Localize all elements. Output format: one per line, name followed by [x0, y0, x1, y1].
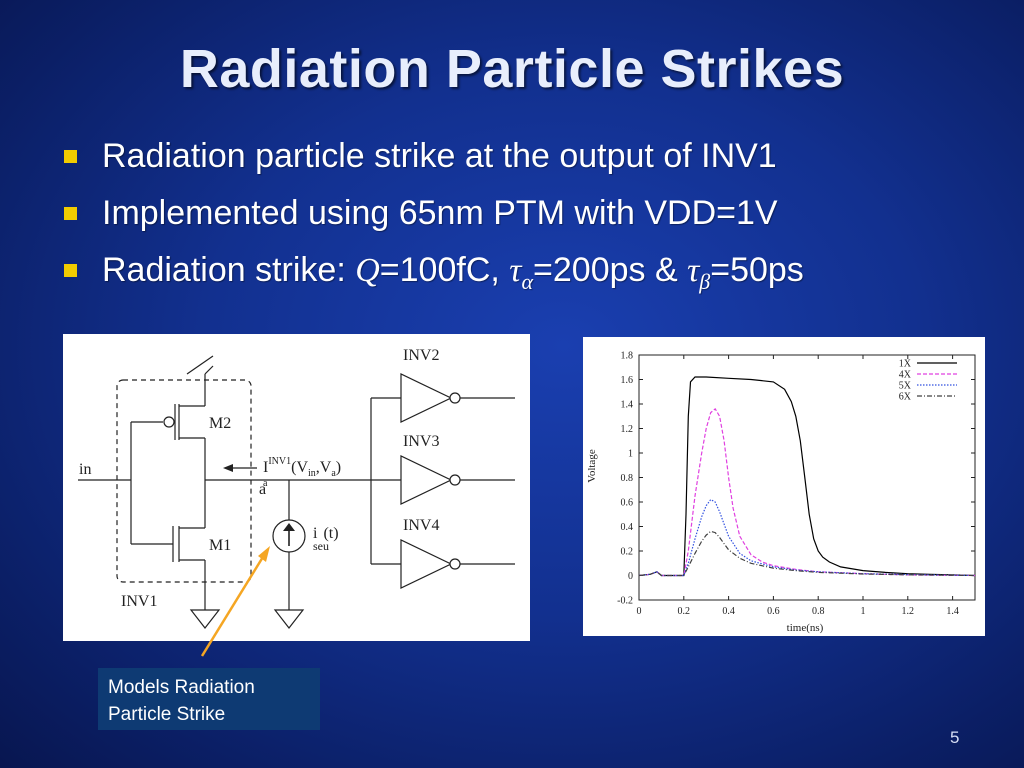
- bullet-square-icon: [64, 150, 77, 163]
- y-tick-label: -0.2: [617, 596, 633, 607]
- inv4-label: INV4: [403, 517, 439, 534]
- legend-label: 1X: [899, 359, 912, 370]
- tau-alpha-symbol: τ: [509, 252, 522, 289]
- in-label: in: [79, 461, 91, 478]
- slide-title: Radiation Particle Strikes: [179, 39, 845, 99]
- y-tick-label: 1.2: [621, 424, 634, 435]
- ground-icon: [189, 609, 221, 629]
- inverter-icon: [400, 373, 453, 423]
- x-tick-label: 0.8: [812, 606, 825, 617]
- bullet-text: Radiation strike:: [102, 251, 356, 289]
- bullet-text: Implemented using 65nm PTM with VDD=1V: [102, 194, 778, 232]
- x-tick-label: 0.4: [722, 606, 735, 617]
- tau-alpha-value: =200ps &: [533, 251, 688, 289]
- x-tick-label: 1: [861, 606, 866, 617]
- callout-line: Particle Strike: [108, 704, 226, 725]
- bullet-list: Radiation particle strike at the output …: [62, 134, 804, 305]
- current-arrow-icon: [223, 464, 233, 472]
- series-line-5X: [638, 498, 976, 577]
- y-tick-label: 0.8: [621, 473, 634, 484]
- tau-beta-value: =50ps: [710, 251, 804, 289]
- arrow-head-icon: [258, 546, 270, 562]
- ground-icon: [273, 609, 305, 629]
- y-tick-label: 0.4: [621, 522, 634, 533]
- y-tick-label: 0: [628, 571, 633, 582]
- bullet-text: Radiation particle strike at the output …: [102, 137, 777, 175]
- bullet-item: Implemented using 65nm PTM with VDD=1V: [62, 191, 804, 248]
- page-number: 5: [950, 728, 960, 747]
- callout-box: Models Radiation Particle Strike: [98, 668, 320, 730]
- charge-symbol: Q: [355, 252, 380, 289]
- m2-label: M2: [209, 415, 231, 432]
- alpha-subscript: α: [521, 269, 534, 294]
- circuit-svg: in INV1 M2 M1 a IINV1(Vin,Va) a i (t) seu…: [78, 347, 515, 629]
- bullet-item: Radiation particle strike at the output …: [62, 134, 804, 191]
- x-tick-label: 1.4: [946, 606, 959, 617]
- y-tick-label: 1.4: [621, 400, 634, 411]
- chart-svg: 0 0.2 0.4 0.6 0.8 1 1.2 1.4 -0.2 0 0.2 0.4 0.6 0.8 1 1.…: [586, 351, 976, 634]
- x-tick-label: 0.6: [767, 606, 780, 617]
- current-label: IINV1(Vin,Va): [263, 456, 341, 479]
- current-subscript: a: [263, 478, 268, 489]
- circuit-diagram: in INV1 M2 M1 a IINV1(Vin,Va) a i (t) seu…: [63, 334, 530, 641]
- series-line-1X: [638, 376, 976, 577]
- charge-value: =100fC,: [379, 251, 510, 289]
- tau-beta-symbol: τ: [687, 252, 700, 289]
- legend-label: 4X: [899, 370, 912, 381]
- bullet-item: Radiation strike: Q=100fC, τα=200ps & τβ…: [62, 248, 804, 305]
- inverter-icon: [400, 539, 453, 589]
- y-tick-label: 0.6: [621, 498, 634, 509]
- pmos-bubble-icon: [163, 416, 175, 428]
- y-axis-label: Voltage: [586, 449, 598, 483]
- voltage-chart: 0 0.2 0.4 0.6 0.8 1 1.2 1.4 -0.2 0 0.2 0.4 0.6 0.8 1 1.…: [583, 337, 985, 636]
- m1-label: M1: [209, 537, 231, 554]
- y-tick-label: 1.6: [621, 375, 634, 386]
- iseu-subscript: seu: [313, 539, 329, 553]
- bullet-square-icon: [64, 207, 77, 220]
- x-axis-label: time(ns): [787, 622, 824, 634]
- y-tick-label: 0.2: [621, 547, 634, 558]
- legend-label: 5X: [899, 381, 912, 392]
- inverter-icon: [400, 455, 453, 505]
- y-tick-label: 1.8: [621, 351, 634, 362]
- x-tick-label: 0.2: [678, 606, 691, 617]
- legend-label: 6X: [899, 392, 912, 403]
- node-a-label: a: [259, 481, 266, 498]
- x-tick-label: 0: [637, 606, 642, 617]
- inv1-boundary: [116, 379, 252, 583]
- iseu-label: i (t): [313, 525, 339, 542]
- inv1-label: INV1: [121, 593, 157, 610]
- inv2-label: INV2: [403, 347, 439, 364]
- beta-subscript: β: [699, 269, 711, 294]
- bullet-square-icon: [64, 264, 77, 277]
- x-tick-label: 1.2: [902, 606, 915, 617]
- callout-line: Models Radiation: [108, 677, 255, 698]
- inv3-label: INV3: [403, 433, 439, 450]
- y-tick-label: 1: [628, 449, 633, 460]
